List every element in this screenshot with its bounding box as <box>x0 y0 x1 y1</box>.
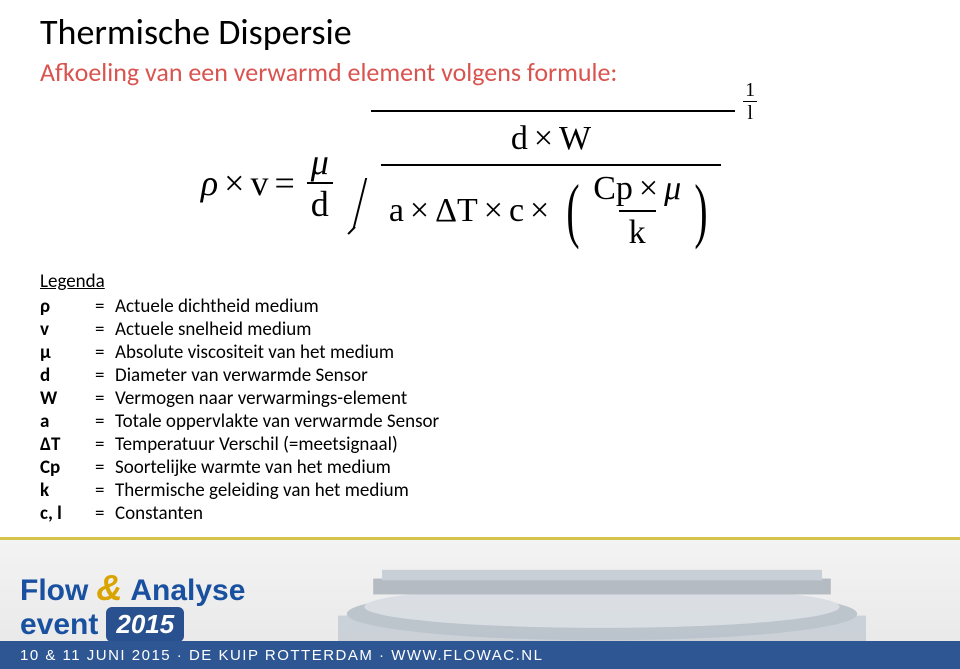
op-times-3: × <box>404 192 435 230</box>
sqrt-block: d × W a × ΔT × c × <box>343 110 735 256</box>
op-times-5: × <box>524 192 555 230</box>
legend-desc: Diameter van verwarmde Sensor <box>115 364 920 387</box>
legend-row: W=Vermogen naar verwarmings-element <box>40 387 920 410</box>
legend-row: c, l=Constanten <box>40 502 920 525</box>
legend-desc: Totale oppervlakte van verwarmde Sensor <box>115 410 920 433</box>
legend-eq: = <box>95 456 115 479</box>
legend-header: Legenda <box>40 270 920 293</box>
op-eq: = <box>268 162 300 204</box>
denominator: a × ΔT × c × ( Cp <box>381 164 721 250</box>
legend-symbol: Cp <box>40 456 95 479</box>
sym-v: v <box>250 162 268 204</box>
page-title: Thermische Dispersie <box>40 10 920 54</box>
legend-desc: Temperatuur Verschil (=meetsignaal) <box>115 433 920 456</box>
left-paren: ( <box>567 182 580 240</box>
paren-group: ( Cp × μ k ) <box>561 172 713 250</box>
legend-symbol: ΔT <box>40 433 95 456</box>
legend-symbol: W <box>40 387 95 410</box>
legend-desc: Actuele snelheid medium <box>115 318 920 341</box>
logo-event-word: event <box>20 608 98 642</box>
legend-symbol: a <box>40 410 95 433</box>
logo-line-2: event 2015 <box>20 607 250 642</box>
sym-d: d <box>307 182 333 222</box>
right-paren: ) <box>695 182 708 240</box>
sym-Cp: Cp <box>593 172 633 206</box>
legend-eq: = <box>95 479 115 502</box>
frac-mu-d: μ d <box>307 144 333 222</box>
stadium-icon <box>338 561 866 649</box>
formula-container: ρ × v = μ d d × <box>40 110 920 256</box>
exponent-fraction: 1 l <box>741 80 759 123</box>
legend-row: Cp=Soortelijke warmte van het medium <box>40 456 920 479</box>
op-times: × <box>218 162 250 204</box>
legend-eq: = <box>95 318 115 341</box>
numerator: d × W <box>503 120 599 164</box>
sym-mu2: μ <box>664 172 681 206</box>
legend-row: μ=Absolute viscositeit van het medium <box>40 341 920 364</box>
sym-rho: ρ <box>201 162 218 204</box>
content-area: Thermische Dispersie Afkoeling van een v… <box>0 0 960 525</box>
main-fraction: d × W a × ΔT × c × <box>381 120 721 250</box>
legend-desc: Soortelijke warmte van het medium <box>115 456 920 479</box>
legend-eq: = <box>95 410 115 433</box>
inner-num: Cp × μ <box>587 172 687 210</box>
event-logo: Flow & Analyse event 2015 <box>20 567 250 642</box>
footer-date-bar: 10 & 11 JUNI 2015 · DE KUIP ROTTERDAM · … <box>0 641 960 669</box>
legend-symbol: μ <box>40 341 95 364</box>
exp-den: l <box>743 101 757 123</box>
sym-dT: ΔT <box>435 192 478 230</box>
logo-flow: Flow <box>20 574 88 608</box>
legend-rows: ρ=Actuele dichtheid mediumv=Actuele snel… <box>40 295 920 525</box>
formula-lhs: ρ × v = <box>201 162 301 204</box>
legend-desc: Actuele dichtheid medium <box>115 295 920 318</box>
radical-sign <box>343 110 371 256</box>
legend-symbol: d <box>40 364 95 387</box>
inner-fraction: Cp × μ k <box>587 172 687 250</box>
exp-num: 1 <box>741 80 759 101</box>
sym-c: c <box>509 192 524 230</box>
op-times-4: × <box>478 192 509 230</box>
legend-row: ρ=Actuele dichtheid medium <box>40 295 920 318</box>
page-subtitle: Afkoeling van een verwarmd element volge… <box>40 56 920 88</box>
legend-row: k=Thermische geleiding van het medium <box>40 479 920 502</box>
legend-desc: Constanten <box>115 502 920 525</box>
legend-desc: Absolute viscositeit van het medium <box>115 341 920 364</box>
footer: Flow & Analyse event 2015 10 & <box>0 537 960 669</box>
slide: Thermische Dispersie Afkoeling van een v… <box>0 0 960 669</box>
legend-eq: = <box>95 341 115 364</box>
legend-row: v=Actuele snelheid medium <box>40 318 920 341</box>
legend-row: ΔT=Temperatuur Verschil (=meetsignaal) <box>40 433 920 456</box>
legend-eq: = <box>95 502 115 525</box>
sym-k: k <box>619 210 656 250</box>
op-times-6: × <box>633 172 664 206</box>
legend-eq: = <box>95 433 115 456</box>
legend-eq: = <box>95 387 115 410</box>
sym-mu: μ <box>307 144 333 182</box>
legend-eq: = <box>95 364 115 387</box>
legend-symbol: v <box>40 318 95 341</box>
sym-W: W <box>559 120 591 158</box>
legend-desc: Vermogen naar verwarmings-element <box>115 387 920 410</box>
legend-desc: Thermische geleiding van het medium <box>115 479 920 502</box>
legend: Legenda ρ=Actuele dichtheid mediumv=Actu… <box>40 270 920 525</box>
logo-year: 2015 <box>106 607 184 642</box>
logo-ampersand: & <box>96 567 122 609</box>
stadium-graphic <box>264 561 940 649</box>
logo-analyse: Analyse <box>130 574 245 608</box>
radicand: d × W a × ΔT × c × <box>371 110 735 256</box>
sym-a: a <box>389 192 404 230</box>
op-times-2: × <box>528 120 559 158</box>
legend-row: a=Totale oppervlakte van verwarmde Senso… <box>40 410 920 433</box>
legend-eq: = <box>95 295 115 318</box>
legend-row: d=Diameter van verwarmde Sensor <box>40 364 920 387</box>
formula: ρ × v = μ d d × <box>201 110 759 256</box>
legend-symbol: c, l <box>40 502 95 525</box>
logo-line-1: Flow & Analyse <box>20 567 250 609</box>
legend-symbol: k <box>40 479 95 502</box>
sym-d2: d <box>511 120 528 158</box>
legend-symbol: ρ <box>40 295 95 318</box>
